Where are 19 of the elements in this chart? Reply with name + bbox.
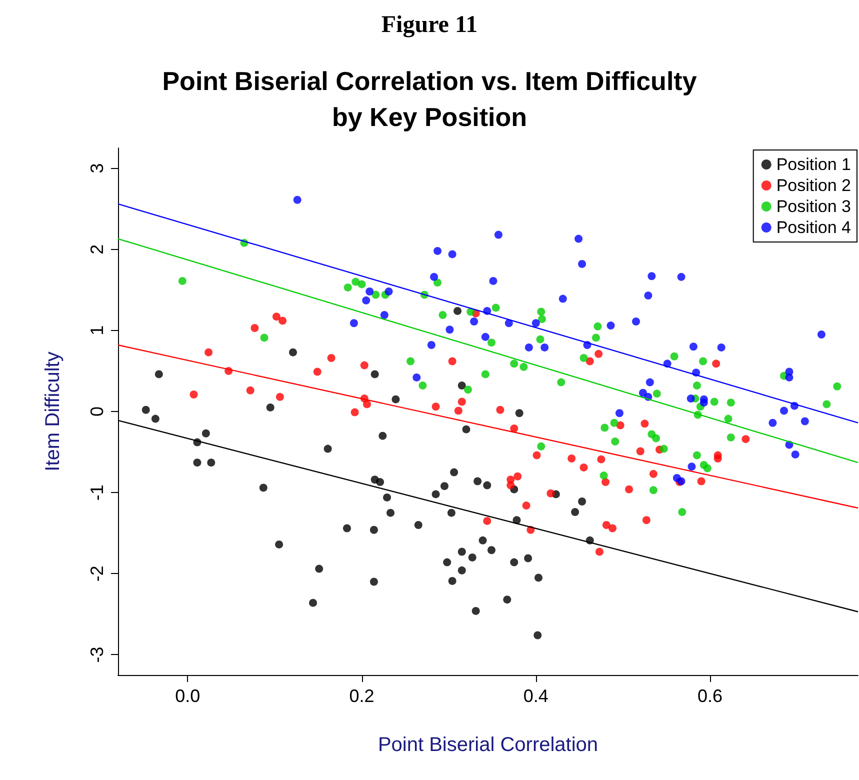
y-tick-label: 0 xyxy=(87,406,107,417)
y-tick-label: 1 xyxy=(87,325,107,336)
y-axis-title: Item Difficulty xyxy=(42,352,64,472)
legend-label: Position 1 xyxy=(776,155,852,174)
y-tick-label: -2 xyxy=(87,566,107,582)
legend-label: Position 2 xyxy=(776,176,852,195)
x-tick-label: 0.4 xyxy=(523,686,548,706)
x-axis-title: Point Biserial Correlation xyxy=(378,734,598,756)
y-tick-label: 2 xyxy=(87,244,107,254)
y-tick-label: 3 xyxy=(87,163,107,174)
y-tick-label: -3 xyxy=(87,646,107,663)
legend-label: Position 3 xyxy=(776,197,852,216)
legend-label: Position 4 xyxy=(776,218,852,237)
x-tick-label: 0.6 xyxy=(697,686,723,706)
chart-title: Figure 11 xyxy=(381,12,478,38)
x-tick-label: 0.2 xyxy=(349,686,374,706)
y-tick-label: -1 xyxy=(87,484,107,501)
chart-subtitle: Point Biserial Correlation vs. Item Difficulty by Key Position xyxy=(162,66,698,132)
x-tick-label: 0.0 xyxy=(175,686,200,706)
